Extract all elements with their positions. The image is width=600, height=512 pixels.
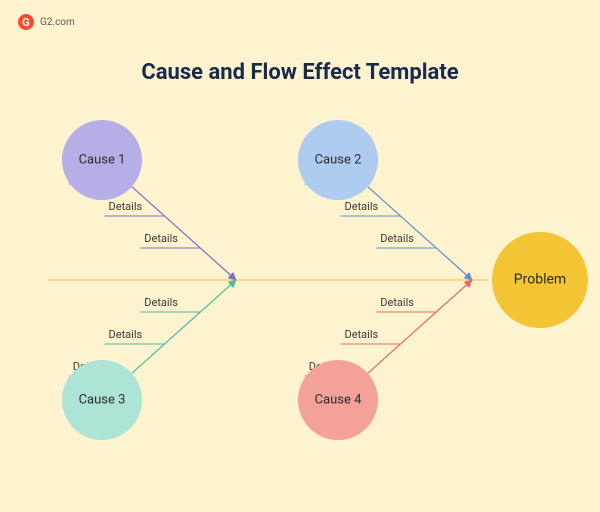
fishbone-diagram: Problem Details Details Details Cause 1 Detai… xyxy=(0,0,600,512)
cause1-node: Cause 1 xyxy=(62,120,142,200)
cause3-node: Cause 3 xyxy=(62,360,142,440)
cause2-detail-label: Details xyxy=(380,232,414,245)
cause3-bone xyxy=(132,280,236,373)
page: G G2.com Cause and Flow Effect Template … xyxy=(0,0,600,512)
svg-text:Cause 2: Cause 2 xyxy=(315,152,362,167)
svg-text:Cause 4: Cause 4 xyxy=(315,392,363,407)
svg-text:Cause 1: Cause 1 xyxy=(79,152,126,167)
cause3-detail-label: Details xyxy=(109,328,143,341)
cause1-detail-label: Details xyxy=(144,232,178,245)
svg-text:Problem: Problem xyxy=(514,272,566,288)
cause4-bone xyxy=(368,280,472,373)
cause3-detail-label: Details xyxy=(144,296,178,309)
cause2-node: Cause 2 xyxy=(298,120,378,200)
problem-node: Problem xyxy=(492,232,588,328)
cause1-detail-label: Details xyxy=(109,200,143,213)
svg-text:Cause 3: Cause 3 xyxy=(79,392,126,407)
cause4-detail-label: Details xyxy=(380,296,414,309)
cause2-detail-label: Details xyxy=(345,200,379,213)
cause4-node: Cause 4 xyxy=(298,360,378,440)
cause4-detail-label: Details xyxy=(345,328,379,341)
